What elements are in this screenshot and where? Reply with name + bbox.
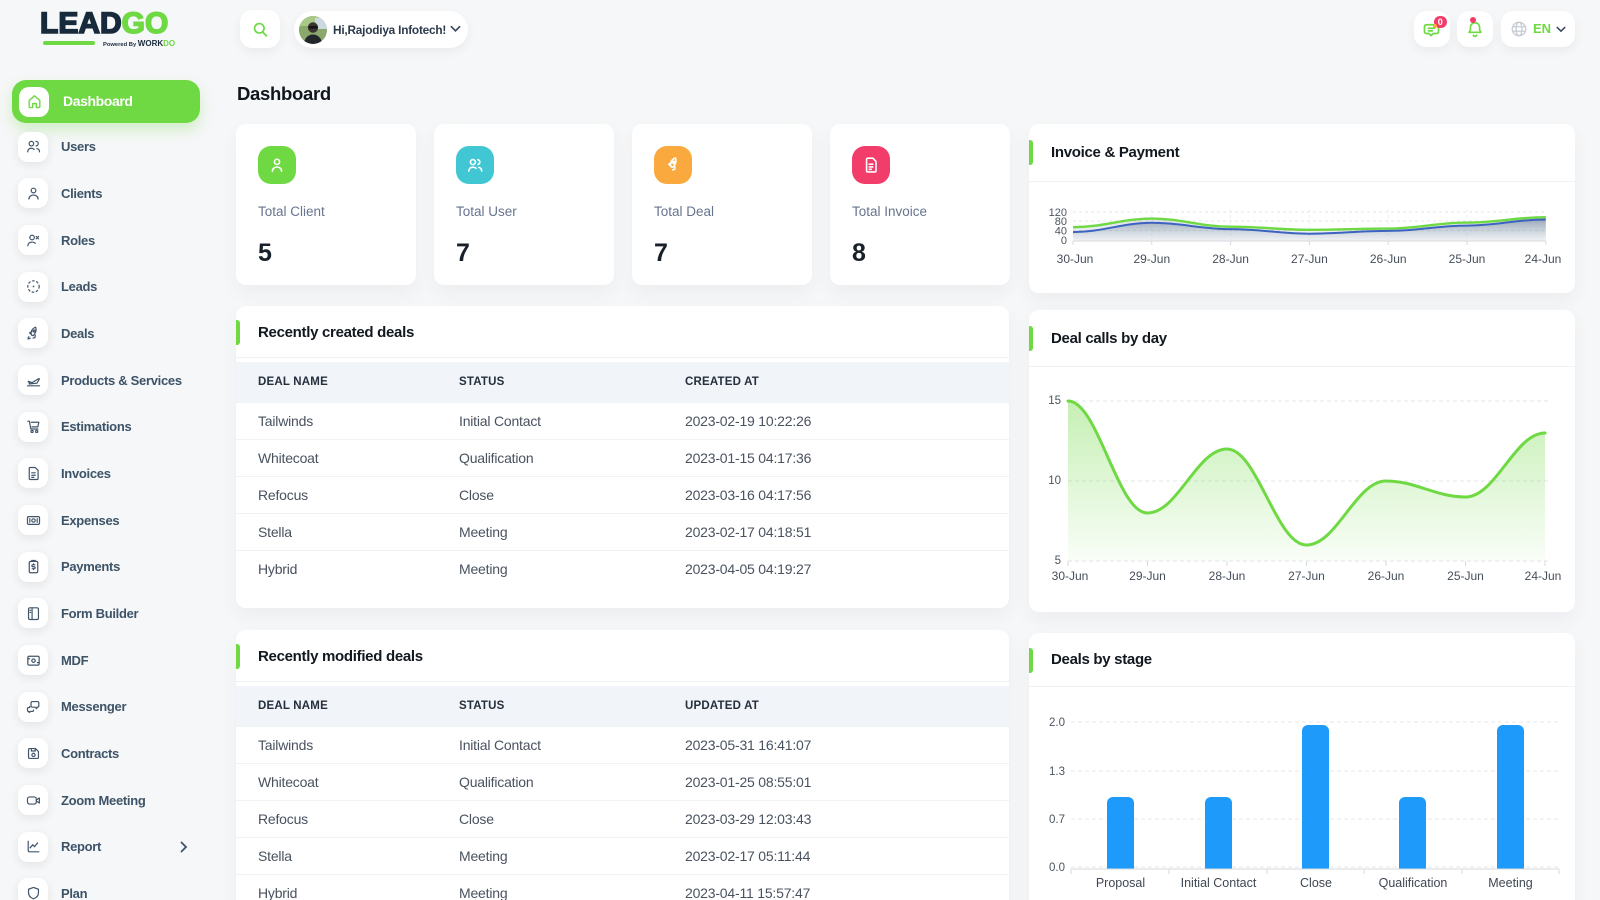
svg-text:5: 5 bbox=[1055, 555, 1061, 567]
svg-text:28-Jun: 28-Jun bbox=[1209, 569, 1246, 583]
svg-text:29-Jun: 29-Jun bbox=[1129, 569, 1166, 583]
svg-text:27-Jun: 27-Jun bbox=[1291, 252, 1328, 266]
svg-text:120: 120 bbox=[1049, 207, 1067, 219]
svg-text:28-Jun: 28-Jun bbox=[1212, 252, 1249, 266]
svg-text:26-Jun: 26-Jun bbox=[1370, 252, 1407, 266]
svg-text:30-Jun: 30-Jun bbox=[1052, 569, 1089, 583]
svg-text:10: 10 bbox=[1048, 475, 1061, 487]
svg-text:30-Jun: 30-Jun bbox=[1057, 252, 1094, 266]
svg-text:29-Jun: 29-Jun bbox=[1133, 252, 1170, 266]
svg-text:Proposal: Proposal bbox=[1096, 876, 1145, 890]
svg-text:25-Jun: 25-Jun bbox=[1449, 252, 1486, 266]
svg-text:0.0: 0.0 bbox=[1049, 862, 1065, 874]
svg-text:24-Jun: 24-Jun bbox=[1525, 569, 1562, 583]
svg-text:25-Jun: 25-Jun bbox=[1447, 569, 1484, 583]
svg-text:1.3: 1.3 bbox=[1049, 766, 1065, 778]
svg-text:40: 40 bbox=[1055, 226, 1067, 238]
svg-text:26-Jun: 26-Jun bbox=[1368, 569, 1405, 583]
svg-text:2.0: 2.0 bbox=[1049, 717, 1065, 729]
svg-text:Qualification: Qualification bbox=[1379, 876, 1448, 890]
svg-text:27-Jun: 27-Jun bbox=[1288, 569, 1325, 583]
svg-text:80: 80 bbox=[1055, 216, 1067, 228]
svg-text:0: 0 bbox=[1061, 235, 1067, 247]
svg-text:0.7: 0.7 bbox=[1049, 814, 1065, 826]
svg-text:24-Jun: 24-Jun bbox=[1525, 252, 1562, 266]
svg-text:Meeting: Meeting bbox=[1488, 876, 1533, 890]
svg-text:15: 15 bbox=[1048, 395, 1061, 407]
svg-text:Close: Close bbox=[1300, 876, 1332, 890]
svg-text:Initial Contact: Initial Contact bbox=[1181, 876, 1257, 890]
